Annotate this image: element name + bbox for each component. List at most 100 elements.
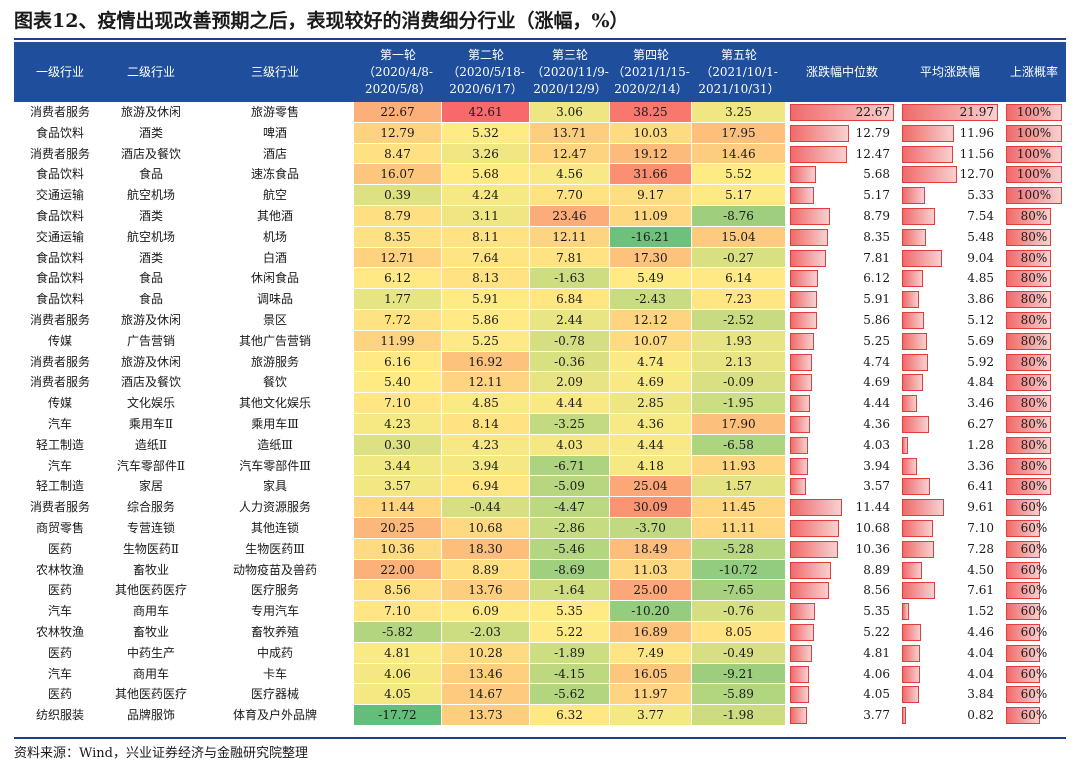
round-5-cell: 6.14 [692, 268, 786, 290]
median-bar [790, 353, 812, 371]
round-1-cell: 11.99 [354, 330, 442, 352]
round-1-cell: 22.00 [354, 559, 442, 581]
round-3-cell: 2.09 [530, 372, 610, 394]
round-1-cell: 12.71 [354, 247, 442, 269]
average-value: 7.54 [967, 209, 994, 223]
level1-industry-cell: 商贸零售 [35, 521, 84, 535]
average-cell: 3.46 [902, 395, 998, 413]
round-2-cell: 4.24 [442, 185, 530, 206]
round-3-cell: -6.71 [530, 455, 610, 477]
column-header-period: （2020/4/8- [363, 64, 433, 79]
median-bar [790, 416, 810, 433]
median-bar [790, 312, 817, 329]
average-value: 1.28 [967, 437, 994, 452]
round-4-cell: -16.21 [610, 226, 692, 248]
level2-industry-cell: 酒类 [138, 209, 163, 223]
level1-industry-cell: 食品饮料 [35, 271, 84, 286]
median-bar [790, 478, 807, 496]
table-row: 医药 生物医药Ⅱ 生物医药Ⅲ 10.36 18.30 -5.46 18.49 -5.28 10.… [14, 538, 1066, 560]
average-bar [902, 520, 934, 537]
average-cell: 5.12 [902, 312, 998, 329]
round-3-cell: -8.69 [530, 559, 610, 581]
median-bar [790, 166, 817, 184]
median-cell: 10.68 [790, 520, 894, 537]
column-header-label: 第一轮 [379, 47, 416, 62]
round-1-cell: 8.79 [354, 206, 442, 227]
median-bar [790, 540, 838, 558]
column-header: 第三轮 （2020/11/9- 2020/12/9） [530, 42, 610, 102]
round-5-cell: 5.52 [692, 164, 786, 186]
round-5-cell: 1.93 [692, 330, 786, 352]
median-value: 5.22 [863, 625, 890, 639]
average-value: 4.50 [967, 562, 994, 577]
round-3-cell: 7.70 [530, 185, 610, 206]
average-value: 5.12 [967, 313, 994, 327]
round-1-cell: 4.81 [354, 642, 442, 664]
round-2-cell: 4.85 [442, 393, 530, 414]
median-value: 4.36 [863, 417, 890, 431]
probability-cell: 60% [1006, 561, 1062, 579]
average-cell: 4.04 [902, 665, 998, 683]
column-header-period: 2020/2/14） [614, 81, 688, 96]
probability-cell: 80% [1006, 457, 1062, 475]
level1-industry-cell: 食品饮料 [35, 250, 84, 265]
level2-industry-cell: 食品 [138, 292, 163, 307]
median-bar [790, 707, 808, 725]
probability-cell: 80% [1006, 416, 1062, 433]
level1-industry-cell: 消费者服务 [29, 105, 90, 119]
probability-value: 100% [1016, 146, 1052, 161]
round-4-cell: -2.43 [610, 289, 692, 310]
average-bar [902, 540, 934, 558]
round-1-cell: 3.44 [354, 455, 442, 477]
round-1-cell: 5.40 [354, 372, 442, 394]
level2-industry-cell: 酒店及餐饮 [120, 375, 181, 390]
round-5-cell: 17.90 [692, 414, 786, 435]
probability-value: 60% [1020, 666, 1048, 681]
level1-industry-cell: 农林牧渔 [35, 562, 84, 577]
round-5-cell: -0.27 [692, 247, 786, 269]
round-3-cell: 12.11 [530, 226, 610, 248]
round-4-cell: 30.09 [610, 497, 692, 518]
round-3-cell: 7.81 [530, 247, 610, 269]
round-5-cell: -5.89 [692, 684, 786, 706]
column-header: 一级行业 [14, 42, 106, 102]
round-4-cell: 12.12 [610, 310, 692, 331]
median-value: 22.67 [855, 105, 890, 119]
round-1-cell: 7.72 [354, 310, 442, 331]
table-row: 消费者服务 旅游及休闲 旅游服务 6.16 16.92 -0.36 4.74 2.13 4.74… [14, 351, 1066, 373]
round-2-cell: 8.13 [442, 268, 530, 290]
probability-value: 60% [1020, 583, 1048, 598]
level1-industry-cell: 医药 [47, 645, 72, 660]
average-cell: 5.33 [902, 187, 998, 205]
probability-cell: 60% [1006, 540, 1062, 558]
column-header-period: 2021/10/31） [698, 81, 780, 96]
probability-value: 80% [1020, 209, 1048, 223]
level2-industry-cell: 广告营销 [126, 333, 175, 348]
median-value: 7.81 [863, 250, 890, 265]
average-value: 0.82 [967, 708, 994, 723]
average-bar [902, 416, 930, 433]
round-5-cell: 7.23 [692, 289, 786, 310]
round-4-cell: 18.49 [610, 538, 692, 560]
probability-cell: 100% [1006, 187, 1062, 205]
column-header-period: （2020/11/9- [531, 64, 609, 79]
source-note: 资料来源：Wind，兴业证券经济与金融研究院整理 [14, 746, 308, 761]
round-1-cell: 4.23 [354, 414, 442, 435]
table-row: 汽车 汽车零部件Ⅱ 汽车零部件Ⅲ 3.44 3.94 -6.71 4.18 11.93 3.94… [14, 455, 1066, 477]
median-cell: 8.35 [790, 228, 894, 246]
column-header: 第二轮 （2020/5/18- 2020/6/17） [442, 42, 530, 102]
average-value: 3.84 [967, 687, 994, 702]
average-bar [902, 374, 924, 392]
table-row: 交通运输 航空机场 航空 0.39 4.24 7.70 9.17 5.17 5.17 5.33 10… [14, 185, 1066, 206]
median-cell: 5.25 [790, 332, 894, 350]
probability-value: 80% [1020, 375, 1048, 390]
round-2-cell: 8.89 [442, 559, 530, 581]
round-4-cell: 11.97 [610, 684, 692, 706]
round-4-cell: 5.49 [610, 268, 692, 290]
level1-industry-cell: 食品饮料 [35, 292, 84, 307]
median-cell: 8.79 [790, 208, 894, 225]
column-header-label: 第五轮 [720, 47, 757, 62]
column-header-period: 2020/12/9） [533, 81, 607, 96]
average-bar [902, 499, 944, 517]
average-bar [902, 353, 928, 371]
